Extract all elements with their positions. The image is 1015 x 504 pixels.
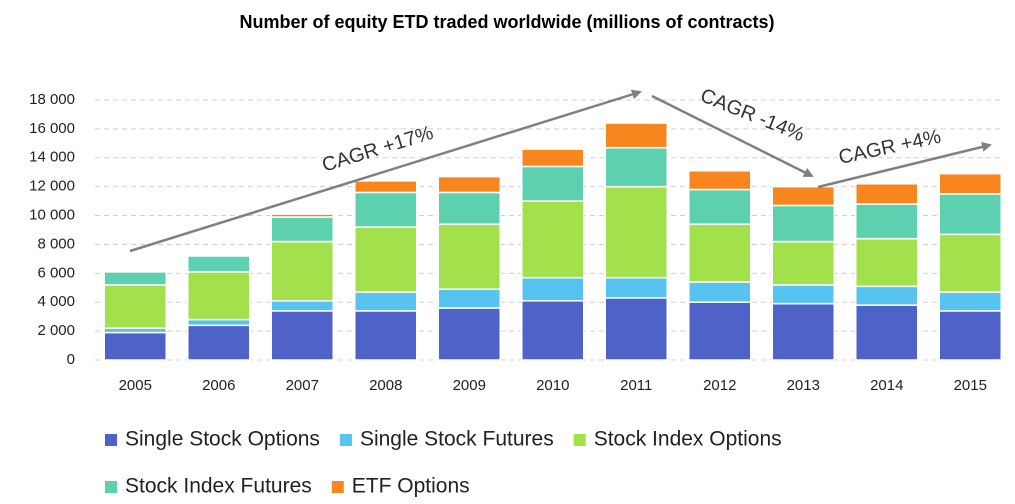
bar-segment — [604, 122, 668, 149]
bar-segment — [187, 318, 251, 327]
y-tick-label: 18 000 — [29, 91, 75, 108]
annotation: CAGR +17% — [320, 122, 437, 177]
bar-segment — [938, 193, 1002, 236]
bar-segment — [771, 284, 835, 305]
bar-segment — [688, 281, 752, 303]
x-tick-label: 2010 — [536, 377, 569, 394]
bar-segment — [938, 172, 1002, 195]
y-tick-label: 14 000 — [29, 149, 75, 166]
bar-segment — [354, 310, 418, 361]
bar-segment — [938, 233, 1002, 293]
x-tick-label: 2011 — [620, 377, 652, 394]
bar-segment — [354, 291, 418, 312]
bar-segment — [688, 188, 752, 225]
x-tick-label: 2012 — [703, 377, 736, 394]
bar-segment — [270, 213, 334, 218]
y-tick-label: 4 000 — [37, 293, 75, 310]
y-tick-label: 8 000 — [37, 235, 75, 252]
bar-segment — [855, 304, 919, 361]
bar-segment — [270, 216, 334, 243]
x-tick-label: 2013 — [787, 377, 820, 394]
x-tick-label: 2007 — [286, 377, 319, 394]
bar-segment — [354, 191, 418, 228]
bar-segment — [103, 331, 167, 361]
bar-segment — [855, 285, 919, 306]
bar-segment — [771, 185, 835, 207]
bar-segment — [855, 203, 919, 240]
x-tick-label: 2008 — [369, 377, 402, 394]
annotation: CAGR +4% — [837, 126, 943, 169]
x-tick-label: 2014 — [870, 377, 903, 394]
bar-segment — [688, 223, 752, 283]
arrow — [817, 142, 992, 189]
bar-segment — [521, 200, 585, 279]
bar-segment — [855, 237, 919, 288]
legend-swatch — [573, 434, 586, 446]
bar-segment — [604, 276, 668, 299]
y-tick-label: 2 000 — [37, 322, 75, 339]
legend-label: Stock Index Options — [594, 428, 782, 451]
legend-swatch — [105, 434, 117, 446]
annotation-arrows — [129, 89, 992, 253]
legend-label: Stock Index Futures — [125, 475, 312, 498]
bar-segment — [688, 170, 752, 191]
legend-label: ETF Options — [352, 475, 470, 498]
legend-label: Single Stock Options — [125, 428, 320, 451]
bar-segment — [270, 240, 334, 302]
annotation: CAGR -14% — [697, 85, 807, 147]
bar-segment — [187, 271, 251, 321]
arrow — [651, 94, 814, 178]
bar-segment — [521, 165, 585, 202]
bar-segment — [521, 276, 585, 302]
y-tick-label: 10 000 — [29, 207, 75, 224]
bar-segment — [604, 185, 668, 279]
bar-segment — [437, 288, 501, 309]
y-tick-label: 12 000 — [29, 178, 75, 195]
y-tick-label: 0 — [67, 351, 75, 368]
bar-segment — [437, 175, 501, 194]
bar-segment — [437, 307, 501, 361]
bar-segment — [688, 301, 752, 361]
legend-label: Single Stock Futures — [360, 428, 554, 451]
legend-swatch — [339, 434, 352, 446]
chart-title: Number of equity ETD traded worldwide (m… — [239, 12, 774, 32]
bar-segment — [521, 300, 585, 361]
bar-segment — [771, 240, 835, 286]
bar-segment — [604, 146, 668, 188]
legend-swatch — [105, 481, 117, 493]
x-tick-label: 2005 — [119, 377, 152, 394]
bar-segment — [855, 183, 919, 205]
y-tick-label: 6 000 — [37, 264, 75, 281]
bar-segment — [437, 223, 501, 290]
arrow — [129, 89, 642, 253]
y-tick-label: 16 000 — [29, 120, 75, 137]
bar-segment — [771, 204, 835, 243]
bar-segment — [437, 191, 501, 225]
bar-segment — [354, 226, 418, 293]
legend-swatch — [331, 481, 344, 493]
bar-segment — [270, 300, 334, 312]
x-tick-label: 2006 — [202, 377, 235, 394]
x-tick-label: 2015 — [954, 377, 987, 394]
bar-segment — [270, 310, 334, 361]
bar-segment — [103, 271, 167, 286]
bar-segment — [103, 284, 167, 329]
bar-segment — [938, 291, 1002, 312]
bar-segment — [187, 324, 251, 361]
bar-segment — [771, 302, 835, 361]
bar-segment — [354, 180, 418, 194]
bar-segment — [521, 148, 585, 168]
x-tick-label: 2009 — [453, 377, 486, 394]
bar-segment — [187, 255, 251, 273]
bar-segment — [604, 297, 668, 361]
bar-segment — [938, 310, 1002, 361]
